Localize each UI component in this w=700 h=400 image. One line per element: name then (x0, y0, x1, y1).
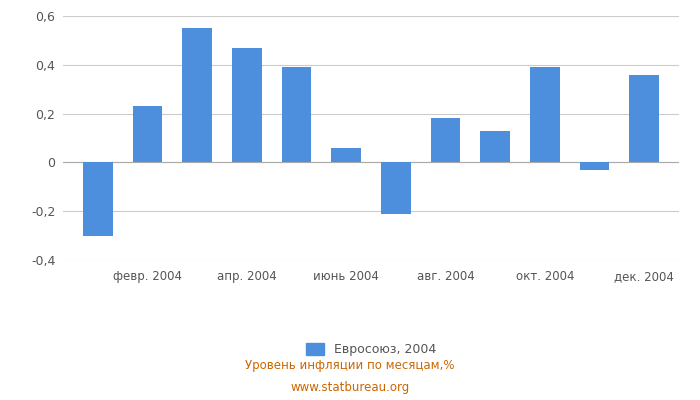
Bar (331, 148, 361, 162)
Bar (281, 67, 312, 162)
Bar (580, 162, 610, 170)
Bar (232, 48, 262, 162)
Text: www.statbureau.org: www.statbureau.org (290, 382, 410, 394)
Bar (182, 28, 212, 162)
Bar (132, 106, 162, 162)
Bar (480, 131, 510, 162)
Bar (629, 74, 659, 162)
Text: Уровень инфляции по месяцам,%: Уровень инфляции по месяцам,% (245, 360, 455, 372)
Bar (83, 162, 113, 236)
Bar (381, 162, 411, 214)
Bar (430, 118, 461, 162)
Legend: Евросоюз, 2004: Евросоюз, 2004 (305, 343, 437, 356)
Bar (530, 67, 560, 162)
